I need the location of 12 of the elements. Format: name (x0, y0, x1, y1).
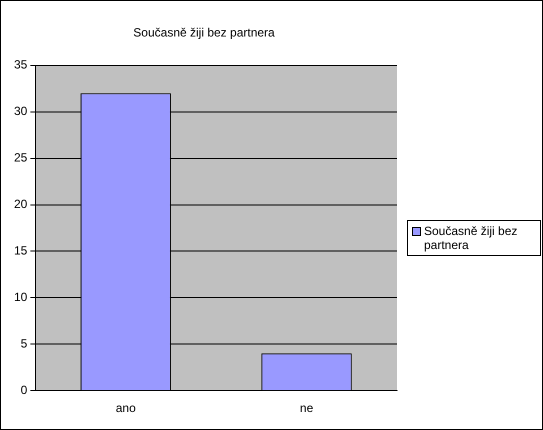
y-tick-label: 35 (14, 58, 28, 72)
y-tick-label: 10 (14, 290, 28, 304)
y-tick-label: 0 (20, 382, 28, 397)
y-tick-label: 25 (14, 150, 28, 165)
chart-title: Současně žiji bez partnera (133, 26, 276, 40)
y-tick-label: 5 (20, 336, 28, 350)
x-tick-label: ne (300, 401, 314, 416)
legend-label: Současně žiji bez partnera (424, 224, 518, 252)
x-tick-label: ano (116, 401, 136, 416)
y-tick-label: 20 (14, 197, 28, 212)
y-tick-label: 30 (14, 104, 28, 118)
y-tick-label: 15 (14, 244, 28, 258)
